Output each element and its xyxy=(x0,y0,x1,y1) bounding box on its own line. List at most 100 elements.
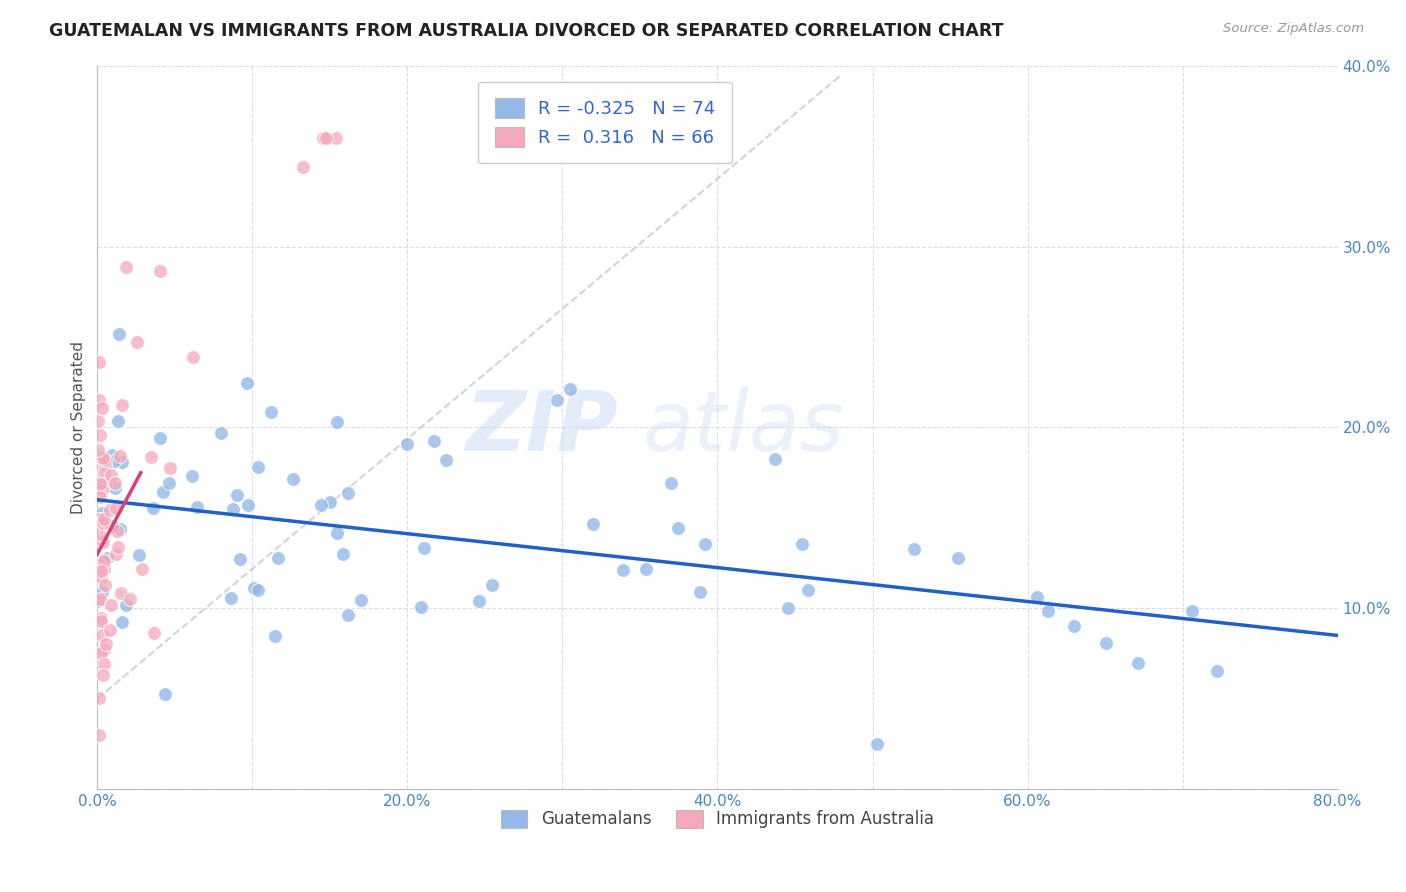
Point xyxy=(94,458,117,472)
Point xyxy=(413,541,436,556)
Point xyxy=(776,601,799,615)
Point xyxy=(292,160,315,174)
Point xyxy=(1126,656,1149,670)
Point xyxy=(93,512,115,526)
Point xyxy=(1063,619,1085,633)
Point xyxy=(325,131,347,145)
Point xyxy=(111,615,134,629)
Point xyxy=(221,501,243,516)
Text: atlas: atlas xyxy=(643,387,845,468)
Point xyxy=(181,350,204,364)
Point xyxy=(111,455,134,469)
Point xyxy=(153,687,176,701)
Point xyxy=(260,405,283,419)
Point xyxy=(763,452,786,467)
Point xyxy=(91,628,114,642)
Point xyxy=(903,542,925,557)
Point xyxy=(546,393,568,408)
Point xyxy=(108,522,131,536)
Point xyxy=(115,598,138,612)
Point xyxy=(86,442,108,457)
Point xyxy=(157,476,180,491)
Point xyxy=(104,475,127,490)
Point xyxy=(243,582,266,596)
Point xyxy=(558,382,581,396)
Point xyxy=(422,434,444,448)
Point xyxy=(108,327,131,342)
Point xyxy=(100,467,122,482)
Point xyxy=(91,450,114,465)
Point xyxy=(238,498,260,512)
Point xyxy=(100,518,122,533)
Point xyxy=(312,131,335,145)
Point xyxy=(149,264,172,278)
Point xyxy=(89,728,111,742)
Point xyxy=(89,476,111,491)
Point xyxy=(186,500,208,515)
Point xyxy=(94,453,117,467)
Point xyxy=(101,448,124,462)
Text: GUATEMALAN VS IMMIGRANTS FROM AUSTRALIA DIVORCED OR SEPARATED CORRELATION CHART: GUATEMALAN VS IMMIGRANTS FROM AUSTRALIA … xyxy=(49,22,1004,40)
Point xyxy=(267,551,290,566)
Legend: Guatemalans, Immigrants from Australia: Guatemalans, Immigrants from Australia xyxy=(494,803,941,835)
Point xyxy=(263,629,285,643)
Point xyxy=(247,459,270,474)
Point xyxy=(93,477,115,491)
Point xyxy=(107,540,129,554)
Y-axis label: Divorced or Separated: Divorced or Separated xyxy=(72,341,86,514)
Point xyxy=(110,586,132,600)
Point xyxy=(90,564,112,578)
Point xyxy=(90,611,112,625)
Point xyxy=(221,591,243,605)
Point xyxy=(87,690,110,705)
Point xyxy=(93,535,115,549)
Point xyxy=(89,427,111,442)
Point xyxy=(247,582,270,597)
Point xyxy=(89,490,111,504)
Point xyxy=(87,414,110,428)
Point xyxy=(104,501,127,516)
Point xyxy=(797,582,820,597)
Point xyxy=(98,623,121,637)
Point xyxy=(93,668,115,682)
Point xyxy=(93,562,115,576)
Point xyxy=(118,591,141,606)
Point xyxy=(100,598,122,612)
Point xyxy=(159,460,181,475)
Point xyxy=(91,476,114,491)
Point xyxy=(90,401,112,416)
Point xyxy=(634,562,657,576)
Point xyxy=(395,437,418,451)
Text: Source: ZipAtlas.com: Source: ZipAtlas.com xyxy=(1223,22,1364,36)
Point xyxy=(1181,603,1204,617)
Point xyxy=(90,614,112,628)
Point xyxy=(127,335,149,350)
Point xyxy=(481,578,503,592)
Point xyxy=(659,476,682,491)
Point xyxy=(332,548,354,562)
Point xyxy=(1095,635,1118,649)
Point xyxy=(612,563,634,577)
Point xyxy=(142,501,165,516)
Point xyxy=(105,547,128,561)
Point xyxy=(666,521,689,535)
Point xyxy=(87,392,110,407)
Point xyxy=(89,512,111,526)
Point xyxy=(87,594,110,608)
Point xyxy=(226,488,249,502)
Point xyxy=(89,355,111,369)
Point xyxy=(209,426,232,441)
Point xyxy=(467,594,489,608)
Point xyxy=(91,554,114,568)
Point xyxy=(107,414,129,428)
Point xyxy=(87,568,110,582)
Point xyxy=(87,456,110,470)
Point xyxy=(115,260,138,274)
Point xyxy=(582,516,605,531)
Point xyxy=(180,468,202,483)
Point xyxy=(91,516,114,530)
Point xyxy=(229,551,252,566)
Point xyxy=(434,453,457,467)
Point xyxy=(325,526,347,541)
Point xyxy=(1026,590,1049,604)
